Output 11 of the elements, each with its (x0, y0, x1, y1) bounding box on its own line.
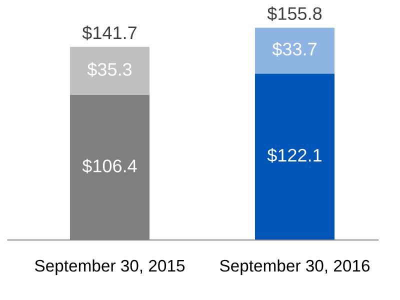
bar (254, 74, 335, 240)
data-label: $35.3 (87, 62, 132, 77)
data-label: $33.7 (272, 42, 316, 57)
data-label: $106.4 (82, 158, 137, 174)
x-tick-label: September 30, 2015 (34, 259, 185, 275)
total-label: $155.8 (267, 6, 322, 22)
bar (254, 28, 335, 74)
total-label: $141.7 (82, 26, 136, 40)
x-tick-label: September 30, 2016 (220, 259, 370, 275)
data-label: $122.1 (267, 148, 322, 163)
bar (70, 46, 150, 96)
